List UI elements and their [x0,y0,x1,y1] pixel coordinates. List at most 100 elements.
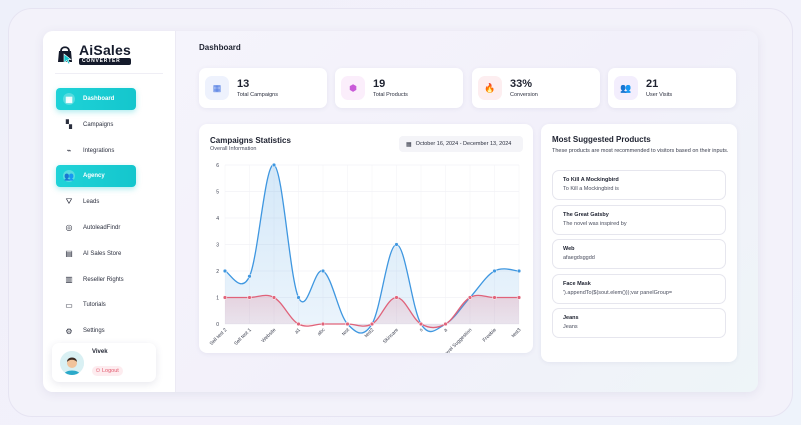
product-item[interactable]: Jeans Jeans [552,308,726,338]
sidebar-item-settings[interactable]: ⚙ Settings [56,320,136,342]
data-point-campaigns [222,268,228,274]
x-tick-label: s [418,327,424,333]
data-point-conversions [443,321,448,327]
sidebar-item-label: Settings [83,328,105,335]
x-tick-label: a [443,327,449,333]
x-tick-label: test3 [511,327,523,339]
x-tick-label: Skincare [382,327,400,345]
y-tick-label: 5 [216,190,219,196]
x-tick-label: test [341,327,351,337]
product-text: Jeans [563,324,578,330]
bag-cursor-icon [57,44,75,65]
product-text: ').appendTo($(sout.elem()));var panelGro… [563,289,673,296]
x-tick-label: Sell test 1 [233,327,253,347]
sidebar-item-reseller-rights[interactable]: ▥ Reseller Rights [56,269,136,291]
y-tick-label: 3 [216,243,219,249]
x-tick-label: Freebie [482,327,498,343]
data-point-campaigns [516,268,522,274]
product-item[interactable]: The Great Gatsby The novel was inspired b… [552,204,726,235]
brand-logo[interactable]: AiSales CONVERTER [57,43,131,65]
target-icon: ◎ [65,223,73,233]
data-point-conversions [222,295,228,300]
data-point-campaigns [296,295,301,300]
sidebar-item-label: Leads [83,199,100,206]
sidebar-item-agency[interactable]: 👥 Agency [56,165,136,188]
y-tick-label: 6 [216,163,219,169]
campaigns-chart: 0 1 2 3 4 5 6 Sell test 2 Sell test 1 Website a1 ab… [209,162,523,353]
sidebar: AiSales CONVERTER ▦ Dashboard ▚ Campaigns ⌁ I… [43,31,176,392]
brand-title: AiSales [79,42,131,58]
fire-icon: 🔥 [478,76,502,100]
sidebar-item-label: AutoleadFindr [83,224,121,231]
product-item[interactable]: To Kill A Mockingbird To Kill a Mockingbi… [552,170,726,200]
stat-label: Total Products [373,91,408,98]
product-name: Face Mask [563,280,591,287]
sidebar-item-leads[interactable]: ⛛ Leads [56,191,136,213]
sidebar-divider [55,73,163,74]
date-range-picker[interactable]: ▦ October 16, 2024 - December 13, 2024 [399,136,523,152]
chart-subtitle: Overall Information [210,146,257,152]
product-text: To Kill a Mockingbird is [563,186,619,192]
avatar [60,350,84,375]
sidebar-item-label: Reseller Rights [83,276,124,283]
sidebar-item-label: AI Sales Store [83,250,122,257]
x-tick-label: Sell test 2 [209,327,229,347]
data-point-conversions [492,295,497,300]
sidebar-item-tutorials[interactable]: ▭ Tutorials [56,294,136,316]
product-name: Web [563,246,575,252]
data-point-campaigns [492,268,497,274]
product-text: afaegdsggdd [563,255,595,261]
data-point-campaigns [394,242,399,247]
video-icon: ▭ [65,300,73,310]
sidebar-item-integrations[interactable]: ⌁ Integrations [56,140,136,162]
box-icon: ⬢ [341,76,365,100]
store-icon: ▤ [65,249,73,259]
stat-card-total-products[interactable]: ⬢ 19 Total Products [335,68,463,108]
filter-icon: ⛛ [65,197,73,207]
series-area-conversions [225,295,519,328]
logout-label: Logout [101,367,119,374]
sidebar-nav: ▦ Dashboard ▚ Campaigns ⌁ Integrations 👥 Agency… [56,88,136,346]
sidebar-item-dashboard[interactable]: ▦ Dashboard [56,88,136,110]
campaigns-statistics-card: Campaigns Statistics Overall Information… [199,124,533,353]
date-range-text: October 16, 2024 - December 13, 2024 [415,141,512,147]
data-point-conversions [467,295,473,300]
product-name: Jeans [563,315,579,321]
data-point-conversions [418,321,424,327]
y-tick-label: 2 [216,269,219,275]
product-name: To Kill A Mockingbird [563,177,619,183]
stat-card-conversion[interactable]: 🔥 33% Conversion [472,68,600,108]
products-description: These products are most recommended to v… [552,148,729,154]
y-tick-label: 1 [216,296,219,302]
brand-subtitle: CONVERTER [79,58,131,65]
x-tick-label: abc [316,327,326,337]
y-tick-label: 4 [216,216,219,222]
most-suggested-products-card: Most Suggested Products These products a… [541,124,737,362]
power-icon: ⏻ [96,367,100,374]
stat-card-total-campaigns[interactable]: ▦ 13 Total Campaigns [199,68,327,108]
plug-icon: ⌁ [66,146,72,156]
grid-icon: ▦ [63,93,75,105]
sidebar-item-label: Integrations [83,147,115,154]
page-title: Dashboard [199,43,241,52]
data-point-conversions [369,321,375,327]
data-point-campaigns [271,162,277,168]
stat-card-user-visits[interactable]: 👥 21 User Visits [608,68,736,108]
product-text: The novel was inspired by [563,220,627,227]
chart-title: Campaigns Statistics [210,136,291,145]
data-point-conversions [516,295,522,300]
sidebar-item-label: Tutorials [83,302,106,309]
stat-value: 33% [510,77,533,90]
gear-icon: ⚙ [65,326,73,336]
data-point-conversions [296,321,301,327]
logout-button[interactable]: ⏻ Logout [92,365,123,376]
user-card[interactable]: Vivek ⏻ Logout [52,343,156,382]
sidebar-item-autoleadfindr[interactable]: ◎ AutoleadFindr [56,217,136,239]
sidebar-item-ai-sales-store[interactable]: ▤ AI Sales Store [56,243,136,265]
sidebar-item-campaigns[interactable]: ▚ Campaigns [56,114,136,136]
stat-label: Total Campaigns [237,91,278,98]
products-list: To Kill A Mockingbird To Kill a Mockingbi… [552,170,726,343]
building-icon: ▥ [65,275,73,285]
product-item[interactable]: Web afaegdsggdd [552,239,726,269]
product-item[interactable]: Face Mask ').appendTo($(sout.elem()));var… [552,273,726,304]
